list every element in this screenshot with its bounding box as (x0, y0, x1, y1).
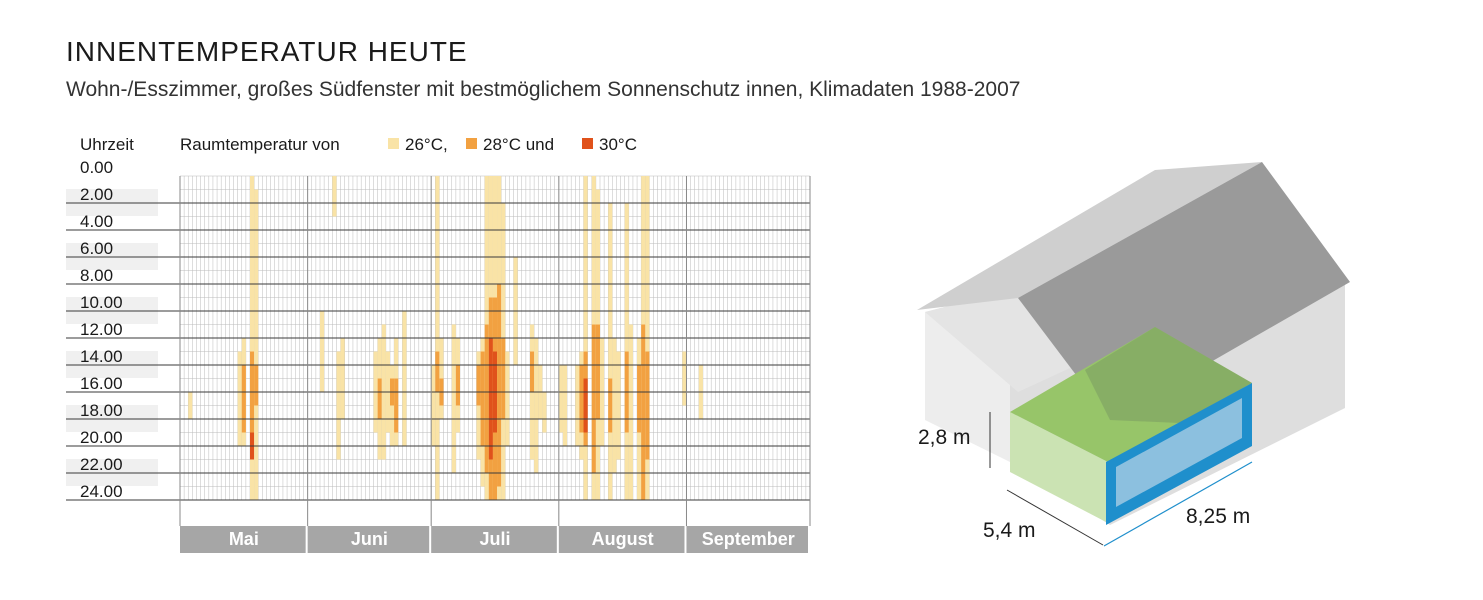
y-tick-label: 10.00 (80, 293, 123, 312)
heatmap-cell (505, 351, 510, 446)
y-tick-label: 8.00 (80, 266, 113, 285)
heatmap-cell (394, 378, 399, 433)
heatmap-cell (254, 189, 259, 500)
house-roof-left (917, 162, 1262, 310)
month-label: August (592, 529, 654, 549)
heatmap-cell (645, 351, 650, 460)
heatmap-cell (637, 365, 642, 433)
y-axis-label: Uhrzeit (80, 135, 134, 154)
heatmap-cell (542, 392, 547, 433)
month-bar (431, 526, 557, 553)
heatmap-cell (534, 338, 539, 473)
heatmap-cell (455, 365, 460, 406)
heatmap-cell (488, 338, 493, 460)
heatmap-cell (451, 324, 456, 473)
legend-label-30: 30°C (599, 135, 637, 154)
y-tick-label: 16.00 (80, 374, 123, 393)
height-dimension-label: 2,8 m (918, 426, 971, 449)
legend-label-26: 26°C, (405, 135, 448, 154)
heatmap-cell (612, 338, 617, 473)
legend-swatch-28 (466, 138, 477, 149)
legend-prefix: Raumtemperatur von (180, 135, 340, 154)
room-front-face (1010, 412, 1108, 523)
heatmap-cell (320, 311, 325, 392)
window-glass (1116, 398, 1242, 507)
y-tick-label: 4.00 (80, 212, 113, 231)
house-roof-right (1018, 162, 1350, 420)
month-bar (307, 526, 430, 553)
heatmap-cell (608, 378, 613, 433)
heatmap-cell (583, 378, 588, 433)
heatmap-cell (254, 365, 259, 406)
heatmap-cell (480, 351, 485, 446)
month-label: Juli (479, 529, 510, 549)
heatmap-cell (579, 365, 584, 433)
depth-dimension-line (1006, 489, 1104, 546)
heatmap-cell (558, 365, 563, 433)
grid-major (66, 176, 811, 526)
heatmap-cell (501, 338, 506, 419)
month-bar (686, 526, 808, 553)
roof-shadow-on-room (1085, 327, 1252, 423)
house-front-wall (925, 290, 1010, 462)
chart-subtitle: Wohn-/Esszimmer, großes Südfenster mit b… (66, 78, 1021, 101)
legend-swatch-26 (388, 138, 399, 149)
month-label: September (702, 529, 795, 549)
width-dimension-label: 8,25 m (1186, 505, 1250, 528)
heatmap-cell (476, 365, 481, 406)
y-tick-labels: 0.00 2.00 4.00 6.00 8.00 10.00 12.00 14.00 16.00… (80, 158, 123, 501)
heatmap-cell (591, 324, 596, 473)
heatmap-cell (340, 338, 345, 419)
y-tick-label: 12.00 (80, 320, 123, 339)
width-dimension-line (1103, 461, 1253, 547)
heatmap-cell (336, 351, 341, 460)
heatmap-cell (237, 351, 242, 446)
heatmap-cell (250, 351, 255, 460)
y-tick-label: 20.00 (80, 428, 123, 447)
heatmap-cell (682, 351, 687, 406)
heatmap-cell (241, 365, 246, 433)
y-tick-label: 6.00 (80, 239, 113, 258)
y-tick-label: 22.00 (80, 455, 123, 474)
heatmap-cell (595, 324, 600, 419)
month-label: Mai (229, 529, 259, 549)
legend-label-28: 28°C und (483, 135, 554, 154)
heatmap-cell (616, 351, 621, 460)
heatmap-cell (484, 324, 489, 473)
room-top-face (1010, 327, 1252, 462)
heatmap-cell (377, 378, 382, 419)
y-tick-label: 24.00 (80, 482, 123, 501)
heatmap-cell (530, 351, 535, 392)
heatmap-cell (497, 284, 502, 487)
month-bar (558, 526, 685, 553)
y-tick-label: 2.00 (80, 185, 113, 204)
month-axis: Mai Juni Juli August September (180, 526, 808, 553)
y-tick-label: 0.00 (80, 158, 113, 177)
heatmap-cell (402, 311, 407, 446)
heatmap-cell (641, 324, 646, 500)
house-gable (925, 290, 1120, 392)
heatmap-cell (575, 365, 580, 446)
heatmap-cell (435, 351, 440, 392)
month-label: Juni (351, 529, 388, 549)
depth-dimension-label: 5,4 m (983, 519, 1036, 542)
house-side-wall (1010, 205, 1345, 525)
heatmap-chart: Uhrzeit Raumtemperatur von 26°C, 28°C un… (66, 135, 811, 553)
y-tick-label: 18.00 (80, 401, 123, 420)
window-frame (1106, 383, 1252, 525)
heatmap-cell (608, 203, 613, 500)
chart-title: INNENTEMPERATUR HEUTE (66, 36, 468, 67)
heatmap-cell (562, 365, 568, 446)
legend-swatch-30 (582, 138, 593, 149)
y-tick-label: 14.00 (80, 347, 123, 366)
heatmap-cell (332, 176, 337, 217)
heatmap-cell (628, 324, 633, 500)
heatmap-cell (431, 365, 436, 446)
heatmap-cell (188, 392, 193, 419)
month-bar (180, 526, 306, 553)
